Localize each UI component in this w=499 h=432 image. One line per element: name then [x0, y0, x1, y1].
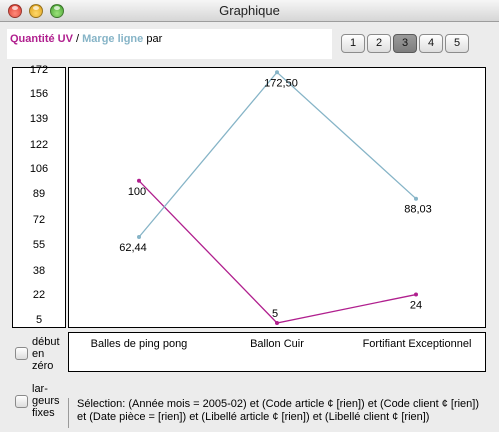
y-tick-label: 139	[29, 113, 49, 126]
data-label: 24	[410, 300, 422, 312]
data-point	[137, 178, 141, 183]
x-axis-categories: Balles de ping pong Ballon Cuir Fortifiant…	[68, 332, 486, 372]
y-tick-label: 38	[32, 264, 46, 277]
y-tick-label: 22	[32, 288, 46, 301]
data-point	[275, 70, 279, 75]
debut-en-zero-label: début en zéro	[32, 336, 60, 372]
data-point	[275, 321, 279, 325]
y-tick-label: 122	[29, 138, 49, 151]
debut-en-zero-checkbox[interactable]	[15, 347, 28, 360]
chart-legend: Quantité UV / Marge ligne par	[10, 33, 162, 45]
line-chart: 100 5 24 62,44 172,50 88,03	[68, 67, 486, 328]
data-point	[414, 196, 418, 201]
selection-criteria: Sélection: (Année mois = 2005-02) et (Co…	[68, 398, 488, 428]
page-button-5[interactable]: 5	[445, 34, 469, 53]
selection-line-1: Sélection: (Année mois = 2005-02) et (Co…	[77, 398, 480, 410]
window-title: Graphique	[219, 3, 280, 18]
y-tick-label: 55	[32, 239, 46, 252]
chart-legend-box: Quantité UV / Marge ligne par	[7, 29, 332, 59]
page-button-1[interactable]: 1	[341, 34, 365, 53]
largeurs-fixes-checkbox[interactable]	[15, 395, 28, 408]
page-button-2[interactable]: 2	[367, 34, 391, 53]
data-label: 62,44	[119, 242, 147, 254]
data-label: 88,03	[404, 204, 432, 216]
page-button-4[interactable]: 4	[419, 34, 443, 53]
chart-svg: 100 5 24 62,44 172,50 88,03	[119, 70, 432, 325]
series-line-1	[138, 71, 417, 238]
page-button-3[interactable]: 3	[393, 34, 417, 53]
data-point	[137, 235, 141, 240]
y-tick-label: 89	[32, 188, 46, 201]
largeurs-fixes-label: lar- geurs fixes	[32, 383, 60, 419]
y-axis-panel: 172 156 139 122 106 89 72 55 38 22 5	[12, 64, 66, 328]
y-tick-label: 172	[29, 64, 49, 76]
legend-series-marge: Marge ligne	[82, 33, 144, 45]
legend-separator: /	[76, 33, 80, 45]
data-label: 100	[128, 186, 146, 198]
y-tick-label: 106	[29, 162, 49, 175]
category-label: Ballon Cuir	[250, 338, 304, 350]
legend-series-quantite: Quantité UV	[10, 33, 73, 45]
minimize-window-button[interactable]	[29, 4, 43, 18]
category-label: Fortifiant Exceptionnel	[362, 338, 472, 350]
data-point	[414, 292, 418, 297]
zoom-window-button[interactable]	[50, 4, 64, 18]
series-line-0	[138, 180, 417, 324]
category-label: Balles de ping pong	[90, 338, 188, 350]
y-tick-label: 156	[29, 87, 49, 100]
data-label: 5	[272, 308, 278, 320]
data-label: 172,50	[264, 77, 298, 89]
legend-suffix: par	[146, 33, 163, 45]
selection-line-2: et (Date pièce = [rien]) et (Libellé art…	[77, 411, 430, 423]
y-tick-label: 72	[32, 213, 46, 226]
title-bar: Graphique	[0, 0, 499, 22]
close-window-button[interactable]	[8, 4, 22, 18]
y-tick-label: 5	[35, 314, 43, 326]
